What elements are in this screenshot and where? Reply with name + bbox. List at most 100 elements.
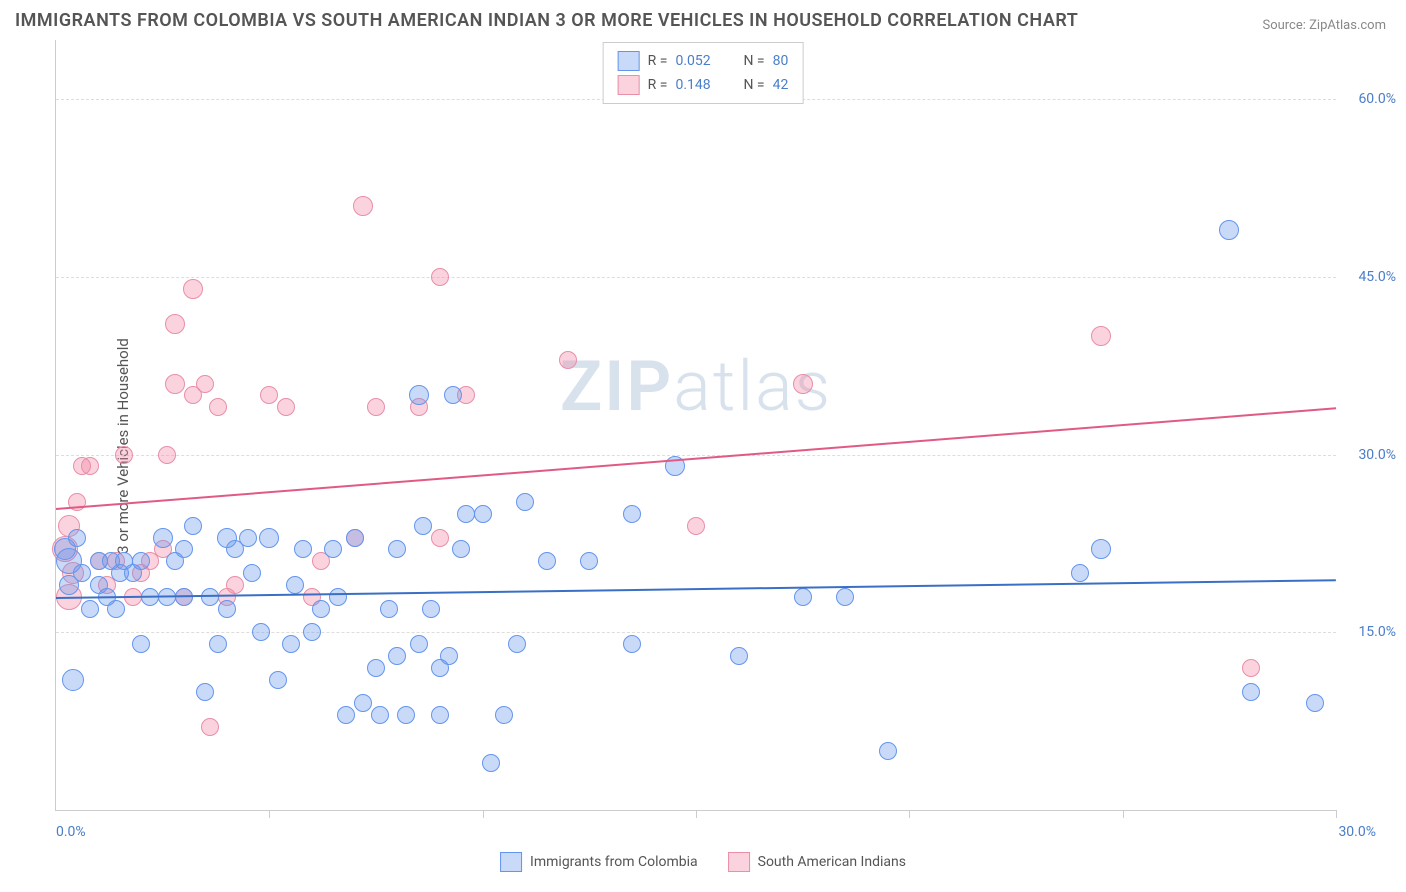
scatter-point [62,669,84,691]
scatter-point [474,505,492,523]
scatter-point [388,540,406,558]
legend-n-label: N = [743,77,764,93]
scatter-point [81,600,99,618]
scatter-point [371,706,389,724]
gridline [56,455,1336,456]
scatter-point [495,706,513,724]
correlation-legend: R =0.052N =80R =0.148N =42 [603,42,804,104]
scatter-point [132,552,150,570]
gridline [56,632,1336,633]
scatter-point [388,647,406,665]
scatter-point [431,268,449,286]
scatter-point [414,517,432,535]
scatter-point [516,493,534,511]
legend-n-label: N = [743,53,764,69]
scatter-point [294,540,312,558]
scatter-point [793,374,813,394]
scatter-point [559,351,577,369]
scatter-point [794,588,812,606]
scatter-point [243,564,261,582]
x-axis-tick [909,810,910,818]
scatter-point [457,505,475,523]
x-axis-label-min: 0.0% [56,824,86,840]
scatter-point [346,529,364,547]
legend-r-value: 0.148 [675,77,725,93]
scatter-point [410,635,428,653]
scatter-point [252,623,270,641]
scatter-point [452,540,470,558]
scatter-point [175,540,193,558]
scatter-point [209,398,227,416]
scatter-point [730,647,748,665]
series-legend-item: Immigrants from Colombia [500,852,698,872]
scatter-point [312,600,330,618]
scatter-point [115,446,133,464]
scatter-point [353,196,373,216]
scatter-point [422,600,440,618]
scatter-point [277,398,295,416]
x-axis-tick [1123,810,1124,818]
legend-r-label: R = [648,53,668,69]
series-legend-item: South American Indians [728,852,906,872]
scatter-point [183,279,203,299]
y-axis-tick-label: 45.0% [1358,269,1396,285]
scatter-point [269,671,287,689]
chart-title: IMMIGRANTS FROM COLOMBIA VS SOUTH AMERIC… [15,10,1078,31]
series-legend-label: Immigrants from Colombia [530,854,698,870]
scatter-point [303,623,321,641]
gridline [56,277,1336,278]
y-axis-tick-label: 15.0% [1358,624,1396,640]
legend-r-value: 0.052 [675,53,725,69]
scatter-point [687,517,705,535]
scatter-point [132,635,150,653]
scatter-point [165,374,185,394]
scatter-point [1071,564,1089,582]
scatter-point [440,647,458,665]
scatter-point [836,588,854,606]
scatter-point [81,457,99,475]
legend-n-value: 80 [773,53,789,69]
scatter-point [538,552,556,570]
scatter-point [209,635,227,653]
scatter-point [239,529,257,547]
scatter-point [1242,659,1260,677]
scatter-point [1306,694,1324,712]
scatter-point [184,517,202,535]
scatter-point [354,694,372,712]
scatter-point [397,706,415,724]
scatter-point [508,635,526,653]
scatter-point [623,505,641,523]
scatter-point [68,529,86,547]
series-legend: Immigrants from Colombia South American I… [500,852,906,872]
scatter-point [286,576,304,594]
scatter-point [580,552,598,570]
plot-area: ZIPatlas 0.0% 30.0% 15.0%30.0%45.0%60.0% [55,40,1336,811]
scatter-point [431,706,449,724]
scatter-point [1091,326,1111,346]
scatter-point [380,600,398,618]
scatter-point [226,576,244,594]
scatter-point [73,564,91,582]
legend-swatch [500,852,522,872]
scatter-point [201,718,219,736]
scatter-point [367,398,385,416]
chart-container: IMMIGRANTS FROM COLOMBIA VS SOUTH AMERIC… [0,0,1406,892]
scatter-point [444,386,462,404]
scatter-point [153,528,173,548]
scatter-point [107,600,125,618]
legend-row: R = 0.052 N = 80 [618,49,789,73]
scatter-point [431,529,449,547]
scatter-point [1242,683,1260,701]
scatter-point [1091,539,1111,559]
y-axis-tick-label: 60.0% [1358,91,1396,107]
x-axis-tick [269,810,270,818]
legend-swatch [618,51,640,71]
scatter-point [329,588,347,606]
scatter-point [260,386,278,404]
scatter-point [165,314,185,334]
legend-swatch [728,852,750,872]
scatter-point [367,659,385,677]
scatter-point [879,742,897,760]
legend-swatch [618,75,640,95]
y-axis-tick-label: 30.0% [1358,447,1396,463]
